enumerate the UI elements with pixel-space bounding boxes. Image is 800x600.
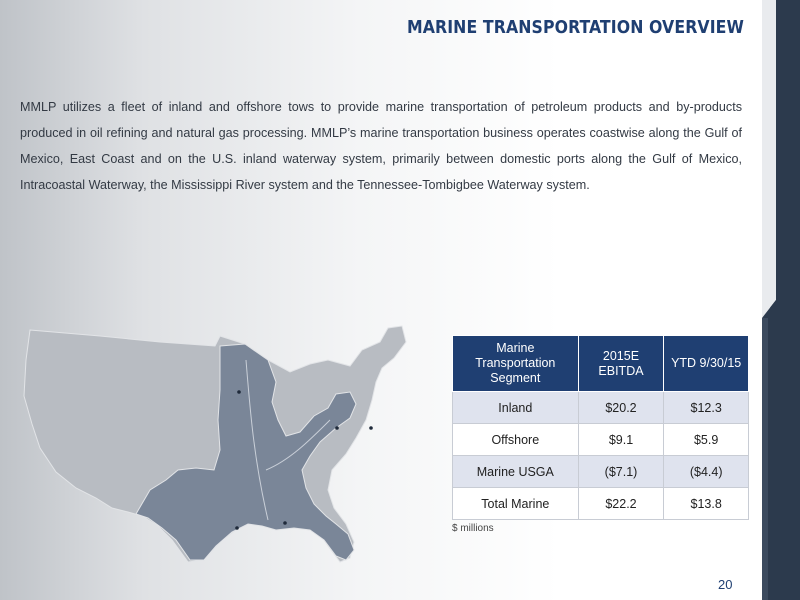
- table-row: Marine USGA ($7.1) ($4.4): [452, 455, 749, 488]
- col-header-2015e-ebitda: 2015E EBITDA: [577, 335, 665, 392]
- map-highlight-central: [135, 343, 357, 561]
- table-row-total: Total Marine $22.2 $13.8: [452, 487, 749, 520]
- table-cell: Total Marine: [452, 487, 579, 520]
- col-header-segment: Marine Transportation Segment: [452, 335, 579, 392]
- table-cell: $5.9: [663, 423, 749, 456]
- segment-ebitda-table: Marine Transportation Segment 2015E EBIT…: [452, 335, 749, 520]
- table-row: Inland $20.2 $12.3: [452, 391, 749, 424]
- page-number: 20: [718, 577, 733, 592]
- intro-paragraph: MMLP utilizes a fleet of inland and offs…: [20, 100, 742, 192]
- col-header-ytd: YTD 9/30/15: [663, 335, 749, 392]
- table-row: Offshore $9.1 $5.9: [452, 423, 749, 456]
- us-map-image: [23, 325, 407, 563]
- table-cell: $12.3: [663, 391, 749, 424]
- table-cell: $9.1: [577, 423, 665, 456]
- table-cell: $13.8: [663, 487, 749, 520]
- decorative-side-band: [760, 0, 800, 600]
- table-cell: Inland: [452, 391, 579, 424]
- table-cell: $22.2: [577, 487, 665, 520]
- table-cell: ($4.4): [663, 455, 749, 488]
- table-cell: $20.2: [577, 391, 665, 424]
- table-cell: ($7.1): [577, 455, 665, 488]
- table-cell: Marine USGA: [452, 455, 579, 488]
- table-header-row: Marine Transportation Segment 2015E EBIT…: [452, 335, 749, 392]
- page-title: MARINE TRANSPORTATION OVERVIEW: [406, 18, 744, 38]
- units-note: $ millions: [452, 523, 494, 534]
- table-cell: Offshore: [452, 423, 579, 456]
